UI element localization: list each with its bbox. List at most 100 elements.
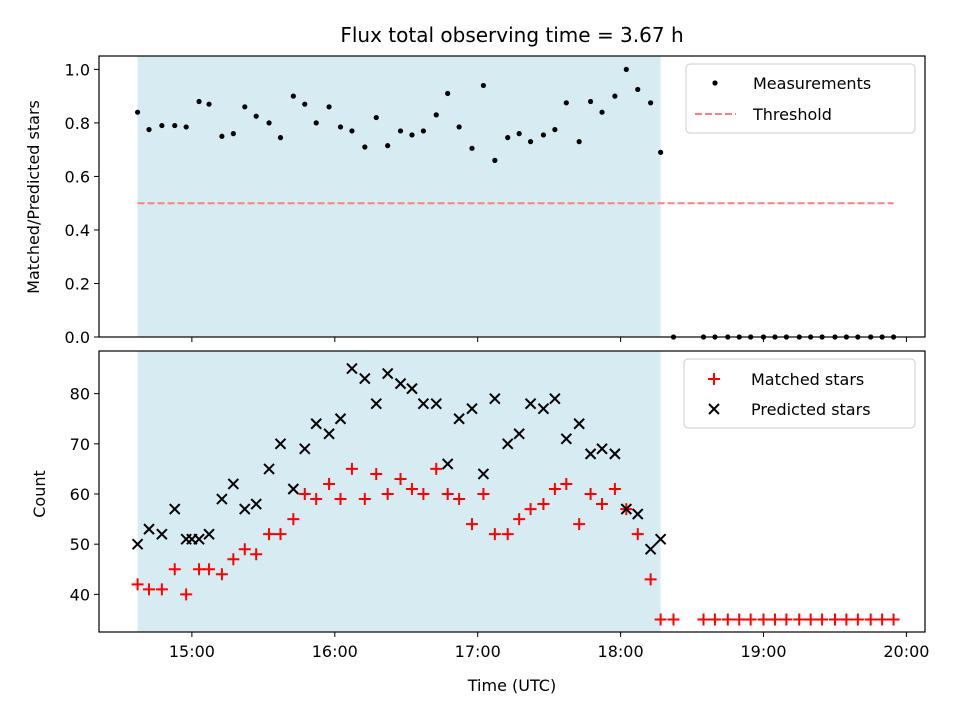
matched-star-point (477, 488, 490, 501)
y-tick-label: 60 (70, 485, 90, 504)
measurement-point (326, 104, 332, 110)
top-x-axis-ticks (191, 337, 907, 342)
predicted-star-point (644, 543, 657, 555)
measurement-point (623, 66, 629, 72)
matched-star-point (584, 488, 597, 501)
predicted-star-point (239, 503, 251, 515)
predicted-star-point (370, 397, 382, 410)
matched-star-point (238, 543, 251, 556)
measurement-point (433, 112, 439, 118)
matched-star-point (721, 613, 734, 626)
matched-star-point (513, 513, 526, 526)
matched-star-point (828, 613, 841, 626)
measurement-point (445, 90, 451, 97)
predicted-star-point (156, 528, 168, 540)
measurement-point (349, 128, 355, 134)
measurement-point (635, 86, 641, 93)
matched-star-point (573, 518, 586, 531)
predicted-star-point (560, 433, 573, 445)
chart-title: Flux total observing time = 3.67 h (340, 23, 683, 47)
measurement-point (230, 131, 236, 137)
predicted-star-point (549, 392, 561, 405)
matched-star-point (193, 563, 206, 576)
measurement-point (172, 122, 178, 129)
matched-star-point (560, 477, 573, 490)
matched-star-point (804, 613, 817, 626)
predicted-star-point (573, 418, 585, 430)
predicted-star-point (466, 402, 478, 415)
predicted-star-point (453, 413, 465, 425)
measurement-point (552, 126, 558, 133)
predicted-star-point (584, 448, 597, 460)
measurement-point (134, 109, 141, 115)
measurement-point (313, 120, 319, 126)
matched-star-point (143, 583, 156, 596)
matched-star-point (381, 488, 394, 501)
predicted-star-point (632, 508, 644, 520)
bottom-panel-frame (98, 350, 926, 633)
matched-star-point (465, 518, 478, 531)
matched-star-point (816, 613, 829, 626)
x-axis-label: Time (UTC) (467, 676, 556, 695)
matched-star-point (453, 493, 466, 506)
top-panel: 0.0 0.2 0.4 0.6 0.8 1.0 Flux total observing … (24, 23, 926, 347)
top-panel-frame (98, 55, 926, 338)
y-tick-label: 0.2 (65, 274, 90, 293)
bottom-x-axis: 15:00 16:00 17:00 18:00 19:00 20:00 (169, 632, 929, 661)
matched-star-point (203, 563, 216, 576)
matched-star-point (441, 488, 454, 501)
predicted-star-point (216, 493, 228, 505)
matched-star-point (548, 482, 561, 495)
matched-star-point (768, 613, 781, 626)
measurement-point (587, 98, 594, 105)
top-legend-box (685, 63, 916, 134)
measurement-point (456, 124, 462, 130)
matched-star-point (155, 583, 168, 596)
matched-star-point (608, 482, 621, 495)
predicted-star-point (477, 468, 490, 480)
matched-star-point (654, 613, 667, 626)
legend-threshold-label: Threshold (752, 105, 832, 124)
measurement-point (409, 132, 415, 138)
measurement-point (266, 120, 272, 126)
matched-star-point (227, 553, 240, 566)
x-tick-label: 15:00 (169, 642, 215, 661)
legend-predicted-label: Predicted stars (751, 400, 871, 419)
matched-star-point (501, 528, 514, 541)
bottom-panel-marks (131, 362, 900, 626)
bottom-legend: Matched stars Predicted stars (683, 358, 916, 429)
measurement-point (397, 128, 404, 134)
predicted-star-point (274, 438, 287, 450)
predicted-star-point (596, 443, 608, 455)
y-tick-label: 0.0 (65, 328, 90, 347)
matched-star-point (596, 498, 609, 511)
matched-star-point (310, 493, 323, 506)
matched-star-point (887, 613, 900, 626)
predicted-star-point (359, 372, 371, 385)
predicted-star-point (131, 538, 144, 550)
matched-star-point (131, 578, 144, 591)
matched-star-point (667, 613, 680, 626)
x-tick-label: 20:00 (883, 642, 929, 661)
predicted-star-point (417, 397, 430, 410)
matched-star-point (780, 613, 793, 626)
y-tick-label: 0.6 (65, 167, 90, 186)
matched-star-point (644, 573, 657, 586)
matched-star-point (263, 528, 276, 541)
matched-star-point (274, 528, 287, 541)
measurement-point (563, 100, 569, 106)
predicted-star-point (334, 413, 347, 425)
measurement-point (385, 143, 391, 149)
predicted-star-point (250, 498, 262, 510)
x-tick-label: 18:00 (598, 642, 644, 661)
predicted-star-point (381, 367, 394, 380)
predicted-star-point (524, 397, 537, 410)
predicted-star-point (227, 478, 240, 490)
matched-star-point (358, 493, 371, 506)
predicted-star-point (346, 362, 358, 375)
measurement-point (648, 100, 654, 106)
matched-star-point (733, 613, 746, 626)
bottom-panel-shaded-span (137, 351, 661, 632)
y-tick-label: 40 (70, 585, 90, 604)
